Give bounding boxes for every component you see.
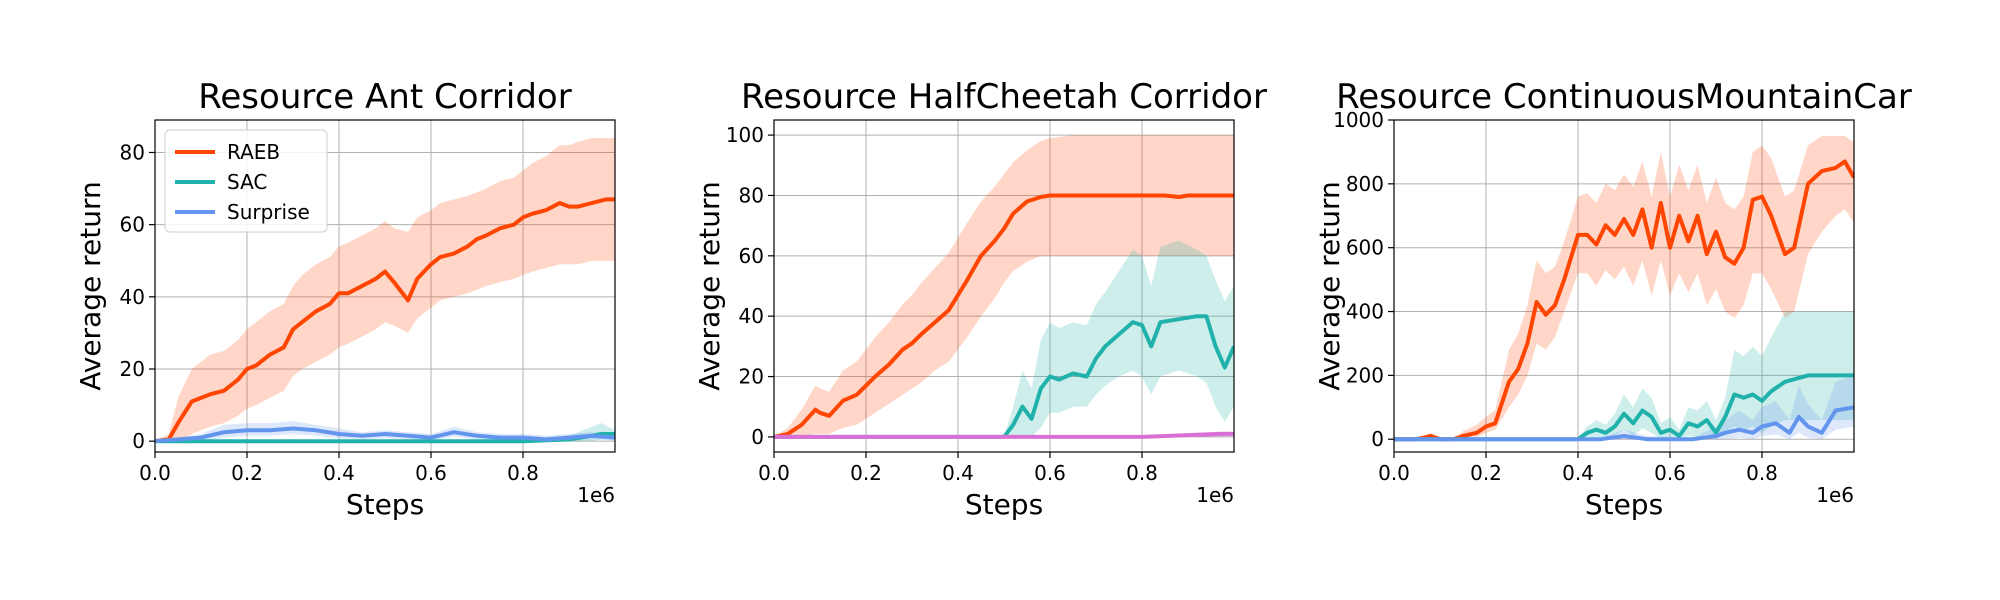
y-tick-label: 400: [1346, 300, 1384, 324]
band-sac: [1394, 311, 1854, 440]
line-surprise: [1394, 405, 1854, 442]
line-series-2: [774, 431, 1234, 439]
line-sac: [774, 314, 1234, 439]
line-surprise: [155, 426, 615, 444]
x-tick-label: 0.6: [1034, 461, 1066, 485]
y-tick-label: 600: [1346, 236, 1384, 260]
band-raeb: [774, 135, 1234, 437]
chart-title: Resource ContinuousMountainCar: [1336, 77, 1912, 117]
y-tick-label: 80: [739, 183, 764, 207]
y-tick-label: 1000: [1333, 108, 1384, 132]
y-axis-label: Average return: [74, 181, 107, 391]
band-raeb: [1394, 136, 1854, 440]
y-tick-label: 0: [132, 429, 145, 453]
y-tick-label: 60: [739, 244, 764, 268]
x-tick-label: 0.0: [139, 461, 171, 485]
x-tick-label: 0.0: [758, 461, 790, 485]
x-offset-label: 1e6: [1196, 483, 1234, 507]
x-tick-label: 0.8: [507, 461, 539, 485]
chart-title: Resource HalfCheetah Corridor: [741, 77, 1267, 117]
x-offset-label: 1e6: [577, 483, 615, 507]
x-tick-label: 0.8: [1746, 461, 1778, 485]
line-raeb: [1394, 159, 1854, 442]
x-axis-label: Steps: [346, 488, 424, 521]
line-raeb: [774, 193, 1234, 439]
y-tick-label: 40: [120, 285, 145, 309]
legend-label-raeb: RAEB: [227, 140, 280, 164]
y-tick-label: 0: [751, 425, 764, 449]
y-tick-label: 100: [726, 123, 764, 147]
legend-box: [164, 129, 328, 233]
legend: RAEB SAC Surprise: [164, 129, 328, 233]
axes-frame: [154, 119, 616, 453]
x-tick-label: 0.4: [1562, 461, 1594, 485]
y-tick-label: 60: [120, 213, 145, 237]
x-tick-label: 0.0: [1378, 461, 1410, 485]
panel-resource-ant-corridor: 0.0 0.2 0.4 0.6 0.8 0 20 40 60 80 1e6 Resource Ant …: [74, 77, 616, 521]
x-axis-label: Steps: [965, 488, 1043, 521]
y-tick-label: 40: [739, 304, 764, 328]
chart-title: Resource Ant Corridor: [198, 77, 571, 117]
x-tick-label: 0.2: [1470, 461, 1502, 485]
x-tick-label: 0.4: [942, 461, 974, 485]
x-tick-label: 0.6: [415, 461, 447, 485]
y-tick-label: 20: [120, 357, 145, 381]
y-axis-label: Average return: [1313, 181, 1346, 391]
x-tick-label: 0.8: [1126, 461, 1158, 485]
y-tick-label: 80: [120, 140, 145, 164]
x-tick-label: 0.2: [850, 461, 882, 485]
axes-frame: [1393, 119, 1855, 453]
y-tick-label: 200: [1346, 363, 1384, 387]
y-tick-label: 800: [1346, 172, 1384, 196]
band-surprise: [1394, 375, 1854, 440]
x-axis-label: Steps: [1585, 488, 1663, 521]
panel-resource-continuous-mountaincar: 0.0 0.2 0.4 0.6 0.8 0 200 400 600 800 1000 1e6 Resou…: [1313, 77, 1912, 521]
y-axis-label: Average return: [693, 181, 726, 391]
x-offset-label: 1e6: [1816, 483, 1854, 507]
line-raeb: [155, 197, 615, 444]
y-tick-label: 20: [739, 365, 764, 389]
x-tick-label: 0.4: [323, 461, 355, 485]
x-tick-label: 0.2: [231, 461, 263, 485]
band-raeb: [155, 138, 615, 442]
y-tick-label: 0: [1371, 427, 1384, 451]
legend-label-surprise: Surprise: [227, 200, 310, 224]
line-sac: [1394, 373, 1854, 442]
legend-label-sac: SAC: [227, 170, 267, 194]
panel-resource-halfcheetah-corridor: 0.0 0.2 0.4 0.6 0.8 0 20 40 60 80 100 1e6 Resource H…: [693, 77, 1267, 521]
axes-frame: [773, 119, 1235, 453]
band-sac: [774, 240, 1234, 437]
x-tick-label: 0.6: [1654, 461, 1686, 485]
